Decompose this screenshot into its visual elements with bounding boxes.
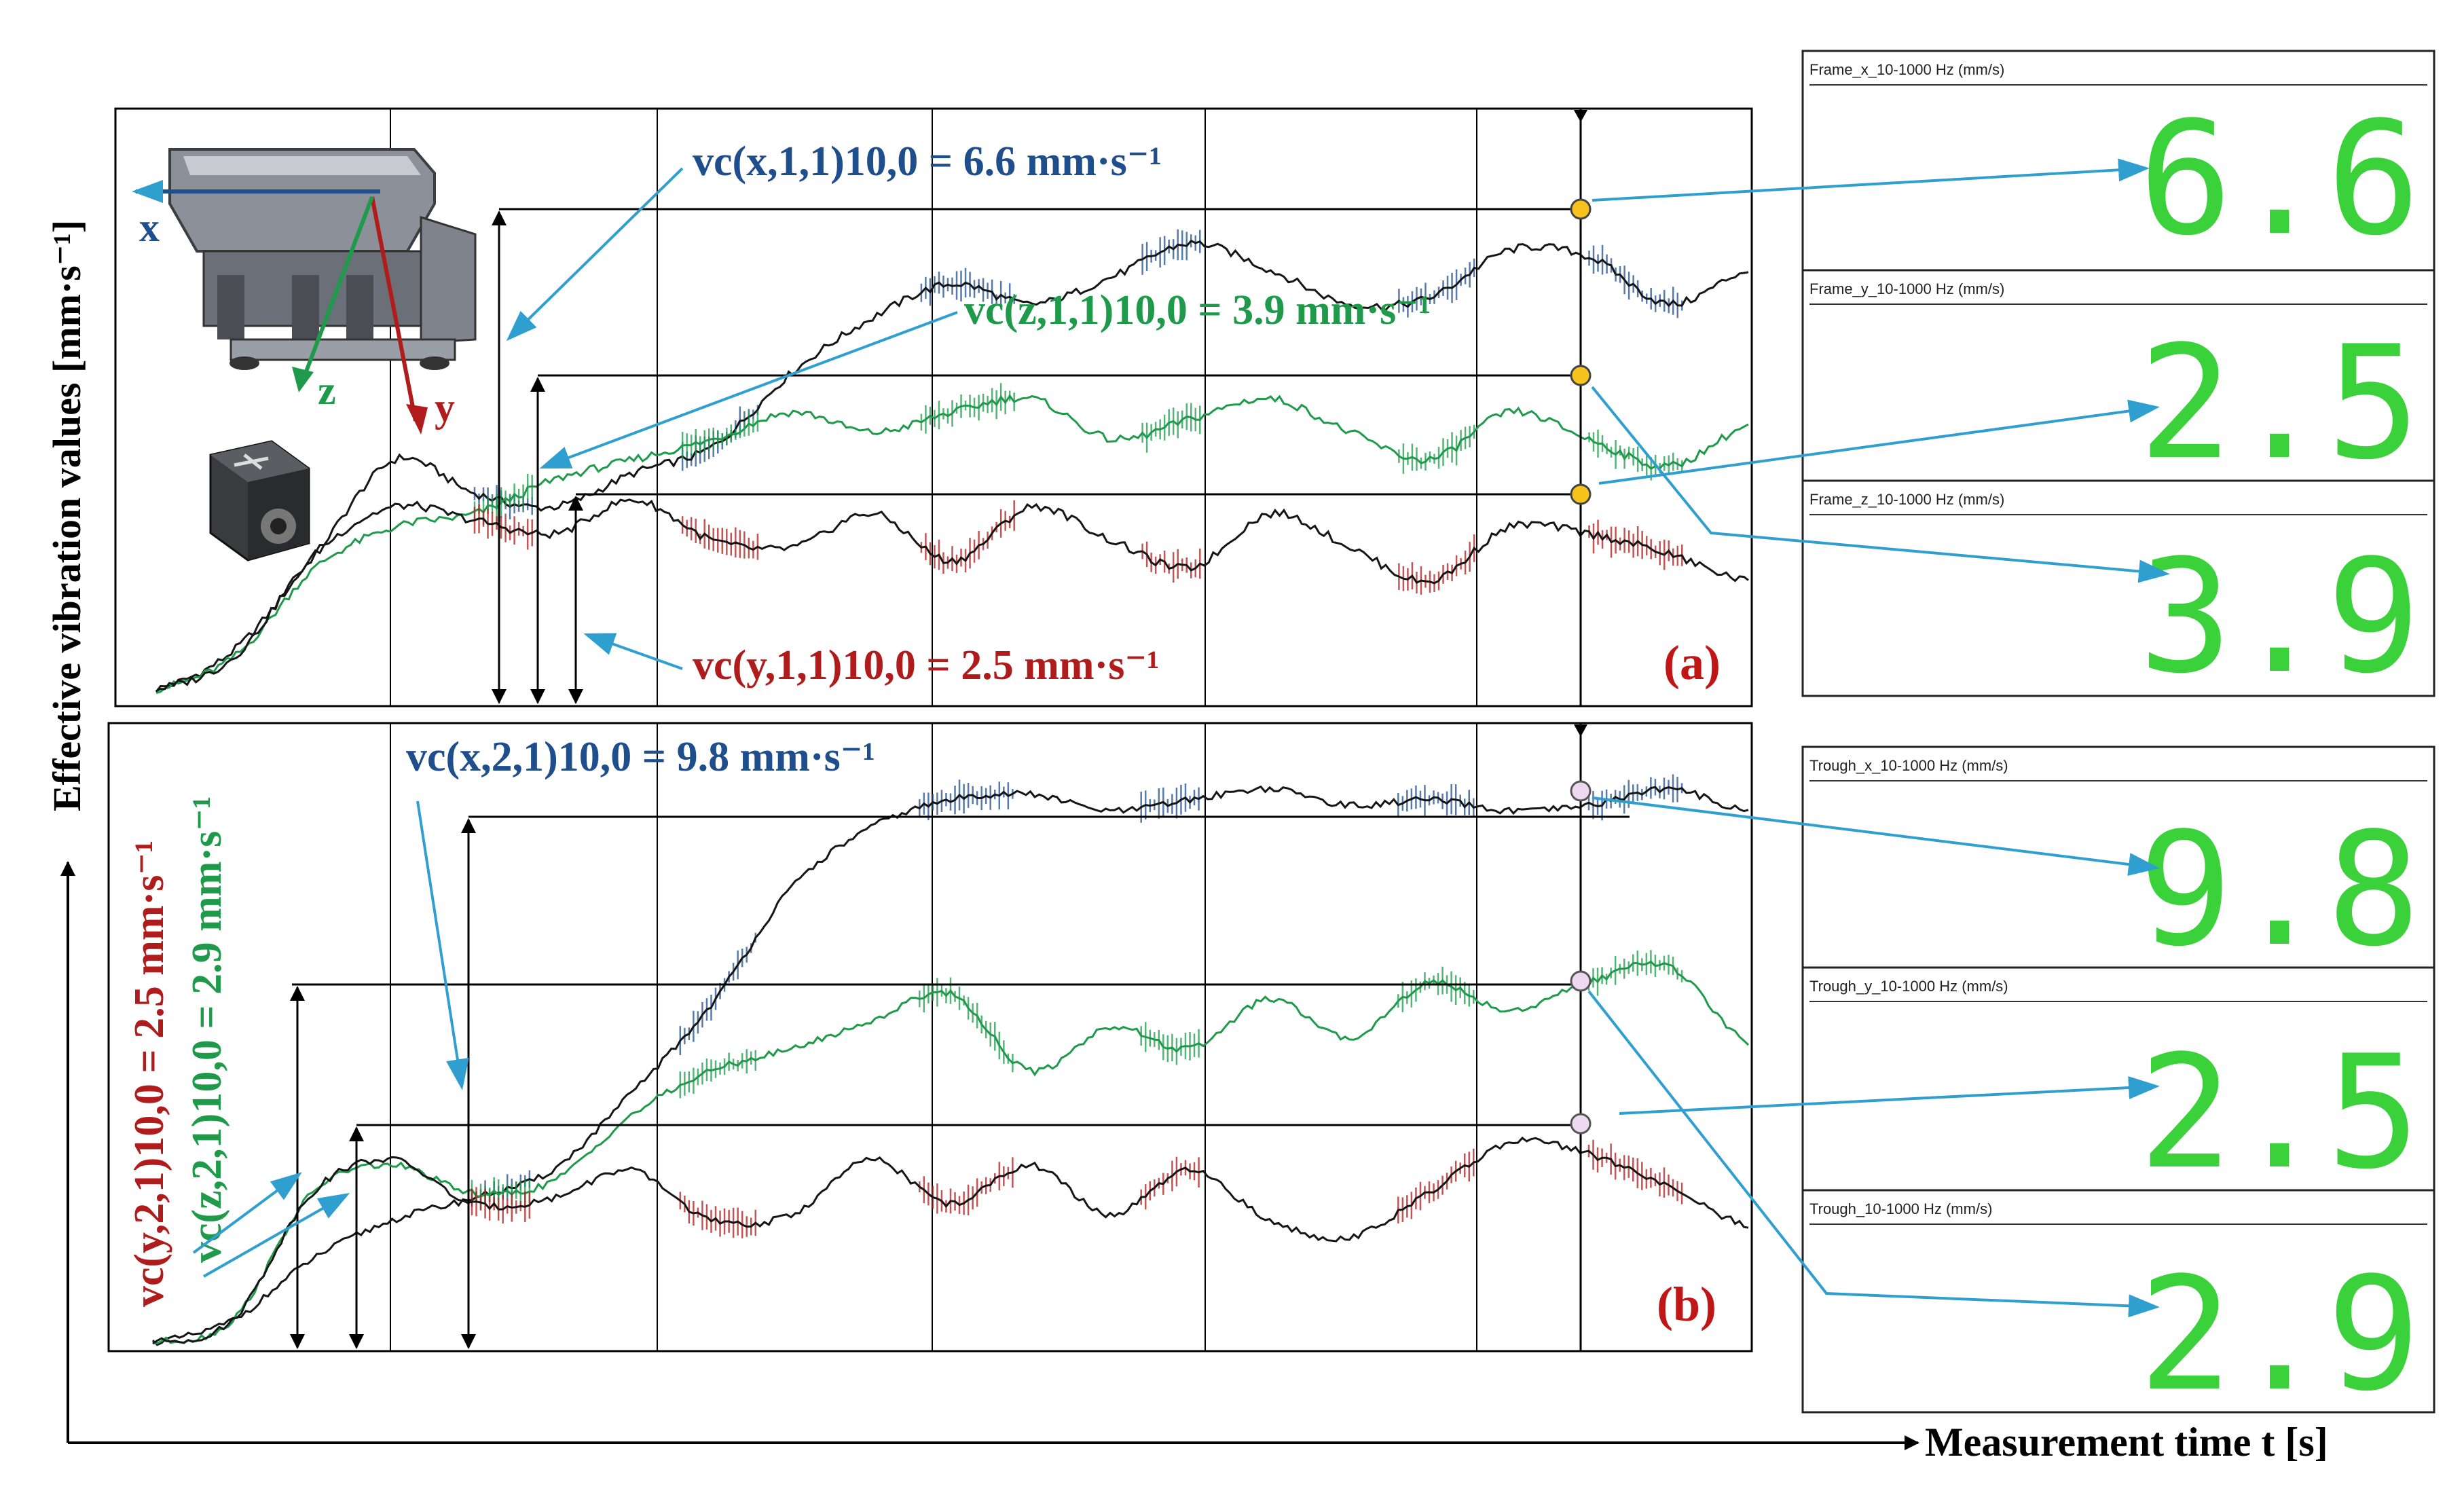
accelerometer-sensor-icon xyxy=(209,440,310,562)
series-x-line xyxy=(151,785,1749,1346)
panel-b-annotation-y: vc(y,2,1)10,0 = 2.5 mm·s⁻¹ xyxy=(126,840,172,1307)
panel-b-grid xyxy=(390,723,1477,1351)
dot-b-x xyxy=(1570,780,1592,802)
feeder-machine-icon xyxy=(168,148,477,370)
panel-a-tag: (a) xyxy=(1663,636,1721,690)
display-value: 2.5 xyxy=(2139,1023,2421,1204)
series-z-line xyxy=(152,960,1750,1345)
display-value: 6.6 xyxy=(2139,89,2421,270)
panel-b-cursor-dots xyxy=(1570,780,1592,1135)
series-y-line xyxy=(155,498,1749,693)
display-title: Frame_x_10-1000 Hz (mm/s) xyxy=(1809,61,2004,78)
x-axis-letter: x xyxy=(139,205,160,250)
display-title: Trough_x_10-1000 Hz (mm/s) xyxy=(1809,757,2008,774)
series-x-line xyxy=(155,239,1749,693)
panel-b-frame xyxy=(107,722,1753,1352)
display-value: 3.9 xyxy=(2139,527,2421,708)
panel-b-annotation-z: vc(z,2,1)10,0 = 2.9 mm·s⁻¹ xyxy=(184,796,230,1263)
panel-a-series xyxy=(155,229,1749,695)
panel-a-cursor-marker xyxy=(1574,110,1587,122)
panel-a-cursor-dots xyxy=(1570,198,1592,505)
dot-b-y xyxy=(1570,1113,1592,1135)
display-group-frame xyxy=(1801,746,2435,1414)
display-value: 9.8 xyxy=(2139,800,2421,981)
panel-a-annotation-arrows xyxy=(506,167,958,670)
panel-b-annotation-x: vc(x,2,1)10,0 = 9.8 mm·s⁻¹ xyxy=(406,734,875,780)
panel-b-tag: (b) xyxy=(1657,1277,1716,1331)
panel-a-annotation-z: vc(z,1,1)10,0 = 3.9 mm·s⁻¹ xyxy=(964,287,1431,333)
y-direction-arrow xyxy=(370,196,418,422)
panel-b-annotation-arrows xyxy=(192,800,469,1278)
display-title: Trough_y_10-1000 Hz (mm/s) xyxy=(1809,978,2008,995)
display-connector-arrows xyxy=(1587,158,2170,1318)
panel-a-annotation-y: vc(y,1,1)10,0 = 2.5 mm·s⁻¹ xyxy=(693,642,1160,688)
series-z-line xyxy=(155,394,1749,695)
panel-b-series xyxy=(151,774,1750,1346)
panel-a-reference-lines xyxy=(492,208,1581,704)
display-title: Frame_z_10-1000 Hz (mm/s) xyxy=(1809,491,2004,508)
display-title: Frame_y_10-1000 Hz (mm/s) xyxy=(1809,280,2004,297)
display-value: 2.9 xyxy=(2139,1245,2421,1426)
panel-b-cursor-marker xyxy=(1574,724,1587,737)
y-axis-letter: y xyxy=(435,385,455,430)
dot-a-x xyxy=(1570,198,1592,220)
axis-arrows xyxy=(132,180,428,435)
y-axis-label: Effective vibration values [mm·s⁻¹] xyxy=(45,220,89,811)
z-axis-letter: z xyxy=(318,368,336,413)
dot-b-z xyxy=(1570,970,1592,992)
display-title: Trough_10-1000 Hz (mm/s) xyxy=(1809,1200,1992,1217)
series-y-line xyxy=(152,1136,1749,1345)
dot-a-y xyxy=(1570,483,1592,505)
value-displays: Frame_x_10-1000 Hz (mm/s) 6.6 Frame_y_10-1… xyxy=(1801,50,2435,1426)
display-value: 2.5 xyxy=(2139,313,2421,494)
dot-a-z xyxy=(1570,365,1592,386)
z-direction-arrow xyxy=(302,196,374,378)
panel-a-annotation-x: vc(x,1,1)10,0 = 6.6 mm·s⁻¹ xyxy=(693,139,1162,185)
x-axis-label: Measurement time t [s] xyxy=(1925,1420,2328,1465)
